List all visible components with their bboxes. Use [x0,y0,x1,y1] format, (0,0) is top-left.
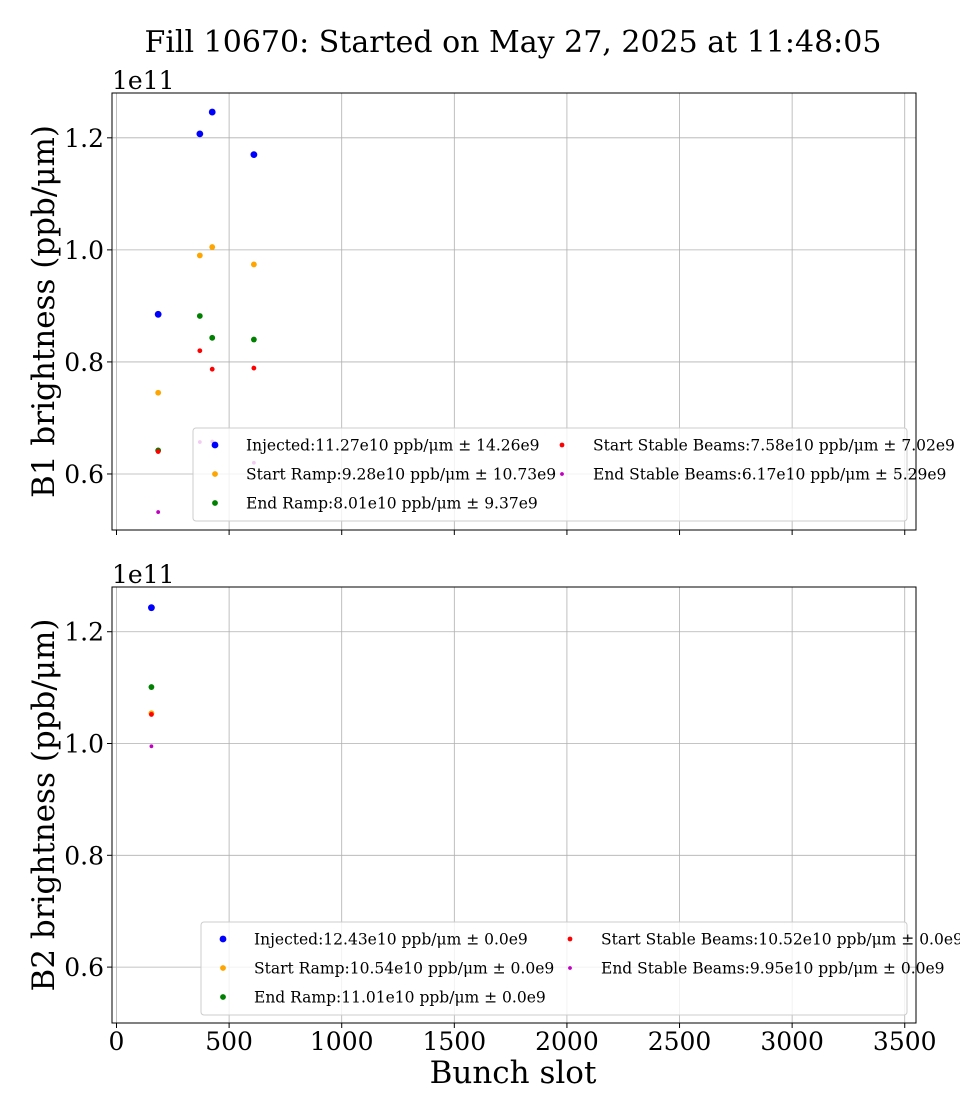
y-tick-label: 1.2 [64,124,104,153]
legend-entry-end-ramp: End Ramp:11.01e10 ppb/μm ± 0.0e9 [254,989,546,1007]
y-tick-label: 0.6 [64,953,104,982]
x-tick-label: 1000 [310,1027,374,1056]
data-point-end-stable-beams [149,744,154,749]
x-tick-label: 2000 [535,1027,599,1056]
x-tick-label: 2500 [648,1027,712,1056]
x-tick-label: 3000 [760,1027,824,1056]
legend-marker [559,442,565,448]
y-offset-label: 1e11 [112,66,175,95]
data-point-end-ramp [209,334,216,341]
data-point-injected [208,108,216,116]
x-axis-title: Bunch slot [430,1055,597,1091]
axes-frame [111,586,917,1024]
legend-entry-end-ramp: End Ramp:8.01e10 ppb/μm ± 9.37e9 [246,495,538,513]
data-point-injected [148,604,155,612]
data-point-start-stable-beams [197,348,203,354]
x-tick-label: 0 [109,1027,125,1056]
y-tick-label: 0.6 [64,460,104,489]
legend-marker [560,472,564,476]
data-point-start-ramp [209,244,216,250]
legend-marker [567,936,573,942]
b2-brightness-panel: 0 500 1000 1500 2000 2500 3000 3500 0.6 0.8 1.0 1.2… [26,560,960,1056]
data-point-start-ramp [155,389,162,396]
legend: Injected:11.27e10 ppb/μm ± 14.26e9 Start … [192,427,955,522]
legend-marker [568,966,572,970]
x-tick-label: 500 [205,1027,253,1056]
data-point-end-ramp [148,684,155,690]
legend: Injected:12.43e10 ppb/μm ± 0.0e9 Start Ra… [200,921,960,1016]
y-tick-label: 1.2 [64,618,104,647]
data-point-injected [196,130,204,138]
y-offset-label: 1e11 [112,560,175,589]
y-axis-title: B1 brightness (ppb/μm) [26,125,62,498]
y-tick-label: 1.0 [64,236,104,265]
legend-entry-start-stable-beams: Start Stable Beams:7.58e10 ppb/μm ± 7.02… [593,437,955,455]
legend-entry-start-ramp: Start Ramp:9.28e10 ppb/μm ± 10.73e9 [246,466,556,484]
legend-box [200,921,908,1016]
y-tick-label: 1.0 [64,730,104,759]
legend-box [192,427,908,522]
data-point-start-stable-beams [251,365,257,371]
x-tick-label: 3500 [873,1027,937,1056]
axes-frame [111,92,917,531]
legend-entry-injected: Injected:12.43e10 ppb/μm ± 0.0e9 [254,931,528,949]
legend-marker [220,994,226,1000]
data-point-start-stable-beams [209,366,215,372]
b1-brightness-panel: 0.6 0.8 1.0 1.2 1e11 B1 brightness (ppb/μm) In… [26,66,955,535]
legend-entry-injected: Injected:11.27e10 ppb/μm ± 14.26e9 [246,437,540,455]
data-point-start-ramp [250,261,257,268]
data-point-start-stable-beams [155,449,161,454]
legend-entry-end-stable-beams: End Stable Beams:6.17e10 ppb/μm ± 5.29e9 [593,466,946,484]
data-point-end-ramp [196,313,203,319]
legend-entry-start-stable-beams: Start Stable Beams:10.52e10 ppb/μm ± 0.0… [601,931,960,949]
y-axis-title: B2 brightness (ppb/μm) [26,619,62,992]
legend-entry-start-ramp: Start Ramp:10.54e10 ppb/μm ± 0.0e9 [254,960,554,978]
legend-marker [211,441,219,449]
legend-marker [212,500,218,506]
legend-marker [220,965,226,971]
data-point-start-ramp [196,252,203,259]
y-tick-label: 0.8 [64,348,104,377]
x-tick-label: 1500 [423,1027,487,1056]
legend-marker [219,935,227,943]
legend-marker [212,471,218,477]
data-point-injected [154,310,162,318]
y-tick-label: 0.8 [64,841,104,870]
figure-title: Fill 10670: Started on May 27, 2025 at 1… [145,25,882,60]
data-point-end-stable-beams [156,510,161,514]
data-point-injected [250,151,258,159]
legend-entry-end-stable-beams: End Stable Beams:9.95e10 ppb/μm ± 0.0e9 [601,960,945,978]
data-point-end-ramp [250,336,257,343]
data-point-start-stable-beams [149,712,154,717]
